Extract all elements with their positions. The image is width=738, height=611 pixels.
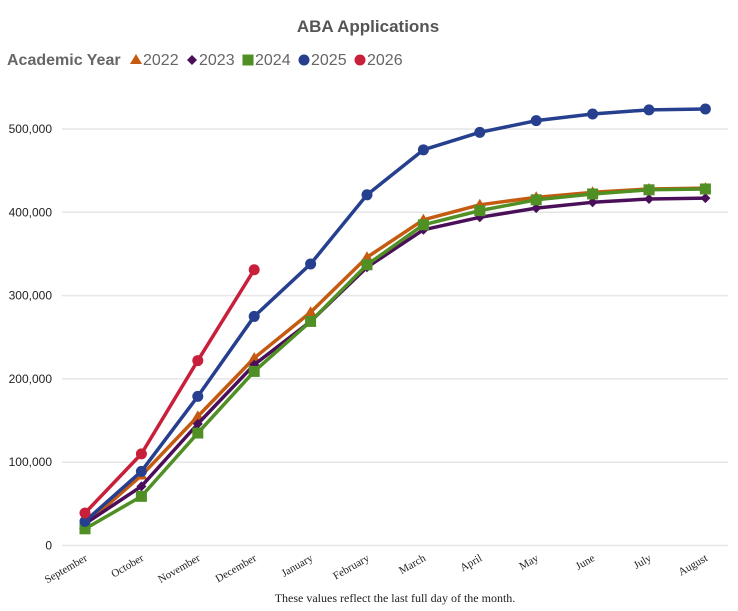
data-point-2026 bbox=[192, 355, 204, 367]
x-tick-label: November bbox=[156, 552, 202, 586]
data-point-2026 bbox=[135, 448, 147, 460]
circle-icon bbox=[298, 54, 310, 66]
x-tick-label: April bbox=[458, 552, 484, 574]
data-point-2025 bbox=[135, 465, 147, 477]
series-line-2025 bbox=[83, 107, 706, 523]
x-tick-label: December bbox=[214, 552, 259, 585]
data-point-2022 bbox=[361, 251, 373, 262]
legend-item-2022[interactable]: 2022 bbox=[130, 52, 179, 69]
y-tick-label: 400,000 bbox=[9, 205, 53, 219]
series-line-2023 bbox=[84, 196, 706, 526]
data-point-2026 bbox=[248, 264, 260, 276]
data-point-2025 bbox=[643, 104, 655, 116]
legend-label: 2025 bbox=[311, 52, 347, 69]
data-point-2024 bbox=[248, 365, 260, 377]
data-point-2024 bbox=[417, 219, 429, 231]
legend-title: Academic Year bbox=[7, 52, 121, 69]
data-point-2024 bbox=[192, 427, 204, 439]
x-tick-label: September bbox=[43, 552, 90, 586]
data-point-2025 bbox=[248, 310, 260, 322]
data-point-2023 bbox=[644, 193, 654, 204]
series-2024 bbox=[79, 183, 711, 535]
legend-label: 2022 bbox=[143, 52, 179, 69]
x-tick-label: May bbox=[517, 552, 541, 573]
legend: 2022 2023 2024 2025 2026 bbox=[130, 52, 403, 69]
footnote: These values reflect the last full day o… bbox=[275, 591, 516, 605]
data-point-2025 bbox=[699, 103, 711, 115]
series-line-2026 bbox=[83, 268, 256, 515]
series-2026 bbox=[79, 264, 260, 519]
legend-label: 2024 bbox=[255, 52, 291, 69]
x-tick-label: August bbox=[676, 552, 710, 578]
y-tick-label: 0 bbox=[45, 539, 52, 553]
data-point-2024 bbox=[530, 194, 542, 206]
series-line-2022 bbox=[83, 186, 706, 526]
y-tick-label: 500,000 bbox=[9, 122, 53, 136]
x-axis: September October November December January F… bbox=[43, 552, 710, 586]
data-point-2022 bbox=[304, 306, 317, 317]
data-point-2024 bbox=[135, 490, 147, 502]
data-point-2025 bbox=[587, 108, 599, 120]
x-tick-label: June bbox=[574, 552, 598, 573]
series-group bbox=[79, 103, 712, 535]
y-tick-label: 200,000 bbox=[9, 372, 53, 386]
data-point-2024 bbox=[79, 523, 91, 535]
x-tick-label: March bbox=[397, 552, 428, 577]
legend-item-2023[interactable]: 2023 bbox=[187, 52, 235, 69]
data-point-2025 bbox=[361, 189, 373, 201]
legend-label: 2026 bbox=[367, 52, 403, 69]
y-tick-label: 300,000 bbox=[9, 289, 53, 303]
data-point-2024 bbox=[699, 183, 711, 195]
data-point-2025 bbox=[530, 115, 542, 127]
data-point-2022 bbox=[191, 410, 204, 421]
data-point-2024 bbox=[587, 188, 599, 200]
data-point-2024 bbox=[643, 184, 655, 196]
data-point-2023 bbox=[700, 193, 711, 204]
data-point-2023 bbox=[587, 197, 598, 208]
x-tick-label: July bbox=[632, 552, 654, 572]
x-tick-label: October bbox=[109, 552, 146, 580]
triangle-icon bbox=[130, 54, 142, 64]
data-point-2025 bbox=[305, 258, 317, 270]
legend-item-2024[interactable]: 2024 bbox=[242, 52, 291, 69]
data-point-2023 bbox=[136, 481, 147, 492]
data-point-2025 bbox=[417, 144, 429, 156]
legend-item-2025[interactable]: 2025 bbox=[298, 52, 347, 69]
data-point-2025 bbox=[192, 390, 204, 402]
data-point-2026 bbox=[79, 507, 91, 519]
series-2022 bbox=[79, 182, 712, 529]
x-tick-label: January bbox=[279, 552, 315, 580]
data-point-2023 bbox=[531, 203, 542, 214]
data-point-2025 bbox=[79, 515, 91, 527]
square-icon bbox=[242, 54, 254, 66]
legend-label: 2023 bbox=[199, 52, 235, 69]
legend-item-2026[interactable]: 2026 bbox=[354, 52, 403, 69]
circle-icon bbox=[354, 54, 366, 66]
chart-title: ABA Applications bbox=[297, 17, 439, 36]
series-2025 bbox=[79, 103, 711, 527]
data-point-2024 bbox=[361, 259, 373, 271]
y-tick-label: 100,000 bbox=[9, 455, 53, 469]
y-axis: 0 100,000 200,000 300,000 400,000 500,000 bbox=[9, 122, 53, 553]
data-point-2025 bbox=[474, 126, 486, 138]
data-point-2024 bbox=[305, 315, 317, 327]
data-point-2023 bbox=[192, 418, 203, 429]
diamond-icon bbox=[187, 55, 197, 65]
data-point-2024 bbox=[474, 205, 486, 217]
x-tick-label: February bbox=[331, 552, 372, 582]
series-line-2024 bbox=[84, 187, 706, 531]
data-point-2022 bbox=[248, 352, 261, 363]
